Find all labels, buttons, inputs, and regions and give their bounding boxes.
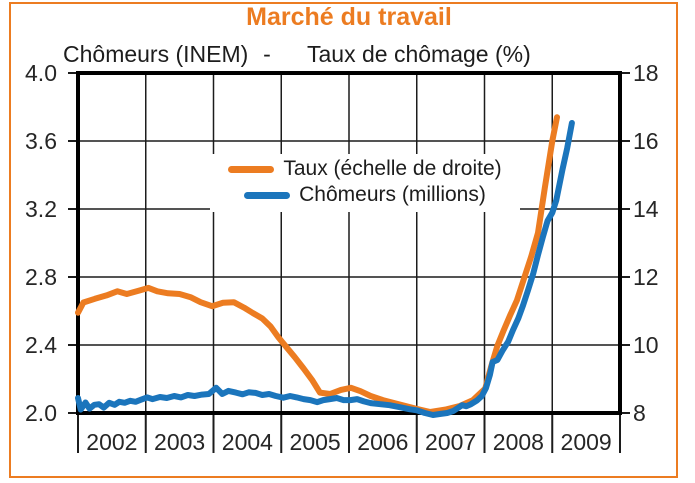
y-axis-tick-label-left: 3.2: [25, 196, 57, 222]
y-axis-tick-label-right: 12: [633, 264, 659, 290]
y-axis-tick-label-right: 10: [633, 332, 659, 358]
legend-line-chomeurs-icon: [244, 191, 291, 199]
x-axis-year-label: 2008: [492, 429, 544, 455]
y-axis-tick-label-right: 14: [633, 196, 659, 222]
subtitle-right-axis-label: Taux de chômage (%): [307, 41, 531, 67]
x-axis-year-label: 2009: [560, 429, 612, 455]
plot-border: [76, 71, 622, 415]
x-axis-year-label: 2005: [289, 429, 341, 455]
y-axis-tick-label-right: 18: [633, 60, 659, 86]
legend-label: Taux (échelle de droite): [283, 157, 502, 180]
x-axis-year-label: 2004: [221, 429, 273, 455]
y-axis-tick-label-left: 3.6: [25, 128, 57, 154]
legend-item: Taux (échelle de droite): [228, 156, 502, 182]
x-axis-year-label: 2007: [425, 429, 477, 455]
y-axis-tick-label-left: 4.0: [25, 60, 57, 86]
x-axis-year-label: 2002: [86, 429, 138, 455]
y-axis-tick-label-right: 16: [633, 128, 659, 154]
y-axis-tick-label-right: 8: [633, 400, 646, 426]
y-axis-tick-label-left: 2.4: [25, 332, 57, 358]
y-axis-tick-label-left: 2.8: [25, 264, 57, 290]
subtitle-left-axis-label: Chômeurs (INEM): [63, 41, 249, 67]
subtitle-separator: -: [263, 41, 271, 67]
x-axis-year-label: 2006: [357, 429, 409, 455]
y-axis-tick-label-left: 2.0: [25, 400, 57, 426]
legend-label: Chômeurs (millions): [299, 183, 486, 206]
series-line-chomeurs: [75, 120, 575, 418]
chart-title: Marché du travail: [246, 3, 452, 31]
legend-item: Chômeurs (millions): [244, 182, 486, 208]
series-line-taux: [75, 114, 560, 415]
x-axis-year-label: 2003: [154, 429, 206, 455]
legend-line-taux-icon: [228, 165, 275, 173]
legend: Taux (échelle de droite) Chômeurs (millio…: [215, 155, 515, 209]
